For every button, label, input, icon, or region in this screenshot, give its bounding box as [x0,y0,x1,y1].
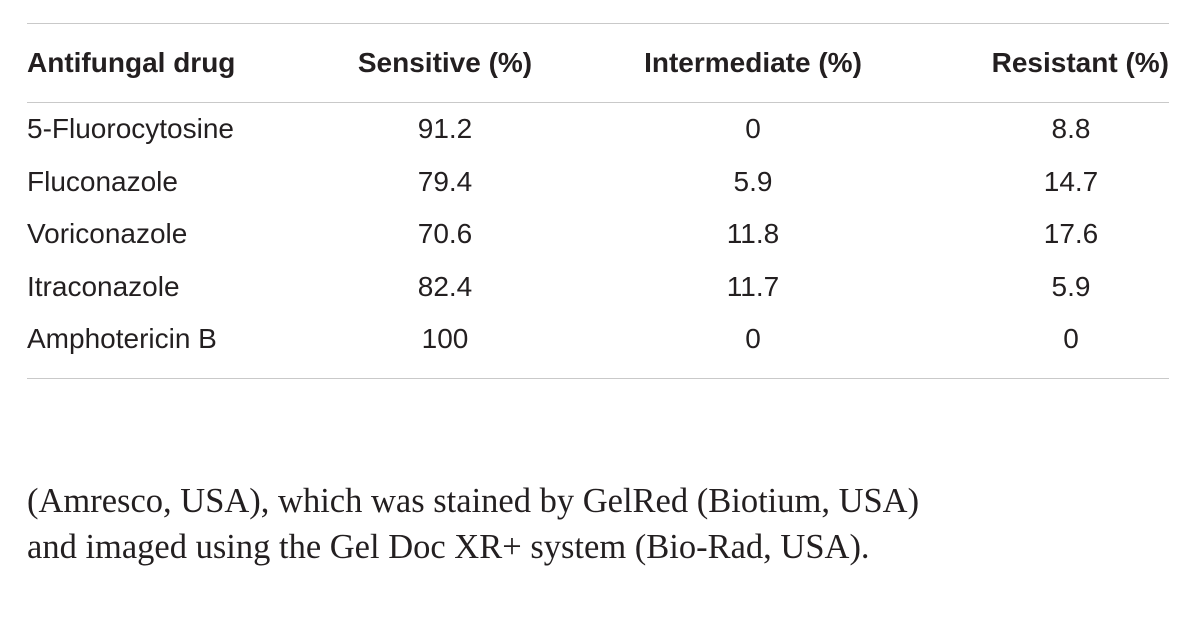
table-header-rule [27,102,1169,103]
body-line-2: and imaged using the Gel Doc XR+ system … [27,528,870,566]
table-top-rule [27,23,1169,24]
resistant-cell: 8.8 [1051,113,1091,145]
intermediate-cell: 0 [745,113,761,145]
drug-name-cell: Fluconazole [27,165,178,197]
drug-name-cell: Voriconazole [27,218,188,250]
sensitive-cell: 82.4 [417,270,473,302]
drug-name-cell: Amphotericin B [27,323,217,355]
data-table: Antifungal drug Sensitive (%) Intermedia… [27,24,1169,378]
intermediate-cell: 0 [745,323,761,355]
table-bottom-rule [27,377,1169,379]
body-paragraph: (Amresco, USA), which was stained by Gel… [27,478,1177,570]
header-intermediate: Intermediate (%) [644,47,862,78]
body-line-1: (Amresco, USA), which was stained by Gel… [27,482,920,520]
table-row: 5-Fluorocytosine 91.2 0 8.8 [27,103,1169,156]
header-antifungal-drug: Antifungal drug [27,47,236,78]
table-header-row: Antifungal drug Sensitive (%) Intermedia… [27,24,1169,102]
resistant-cell: 5.9 [1051,270,1091,302]
header-resistant: Resistant (%) [991,47,1169,78]
susceptibility-table: Antifungal drug Sensitive (%) Intermedia… [27,23,1169,379]
intermediate-cell: 11.7 [726,270,780,302]
table-row: Fluconazole 79.4 5.9 14.7 [27,156,1169,209]
drug-name-cell: Itraconazole [27,270,180,302]
resistant-cell: 14.7 [1043,165,1099,197]
header-sensitive: Sensitive (%) [357,47,533,78]
sensitive-cell: 100 [421,323,469,355]
sensitive-cell: 70.6 [417,218,473,250]
intermediate-cell: 5.9 [733,165,773,197]
table-row: Amphotericin B 100 0 0 [27,313,1169,378]
sensitive-cell: 91.2 [417,113,473,145]
resistant-cell: 0 [1063,323,1079,355]
sensitive-cell: 79.4 [417,165,473,197]
resistant-cell: 17.6 [1043,218,1099,250]
intermediate-cell: 11.8 [726,218,780,250]
drug-name-cell: 5-Fluorocytosine [27,113,234,145]
table-row: Voriconazole 70.6 11.8 17.6 [27,208,1169,261]
table-row: Itraconazole 82.4 11.7 5.9 [27,261,1169,314]
